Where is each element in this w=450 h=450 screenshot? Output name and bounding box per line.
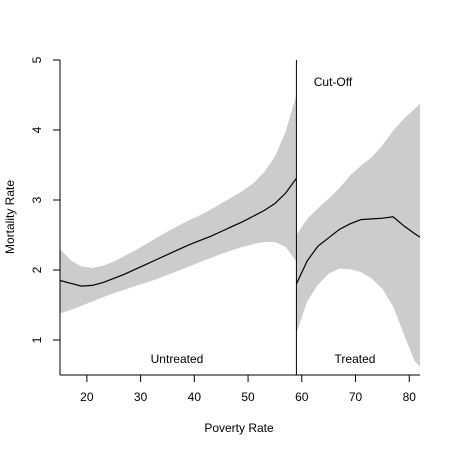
y-tick-label: 5 <box>30 56 44 63</box>
x-tick-label: 70 <box>349 390 363 404</box>
y-tick-label: 3 <box>30 196 44 203</box>
y-tick-label: 2 <box>30 266 44 273</box>
x-tick-label: 50 <box>241 390 255 404</box>
x-ticks: 20 30 40 50 60 70 80 <box>80 375 416 404</box>
region-label-treated: Treated <box>335 352 376 366</box>
fit-line-left <box>59 177 297 287</box>
fit-line-right <box>295 216 421 285</box>
x-tick-label: 30 <box>134 390 148 404</box>
confidence-band-left <box>60 95 297 314</box>
x-axis-label: Poverty Rate <box>204 421 274 435</box>
confidence-band-right <box>296 103 420 367</box>
confidence-bands <box>60 95 420 367</box>
region-label-untreated: Untreated <box>151 352 204 366</box>
x-tick-label: 60 <box>295 390 309 404</box>
x-tick-label: 80 <box>403 390 417 404</box>
y-tick-label: 1 <box>30 336 44 343</box>
axes <box>59 60 420 376</box>
cutoff-label: Cut-Off <box>314 75 353 89</box>
fit-lines <box>59 177 421 287</box>
y-axis-label: Mortality Rate <box>3 180 17 254</box>
y-ticks: 1 2 3 4 5 <box>30 56 60 343</box>
x-tick-label: 20 <box>80 390 94 404</box>
y-tick-label: 4 <box>30 126 44 133</box>
x-tick-label: 40 <box>188 390 202 404</box>
